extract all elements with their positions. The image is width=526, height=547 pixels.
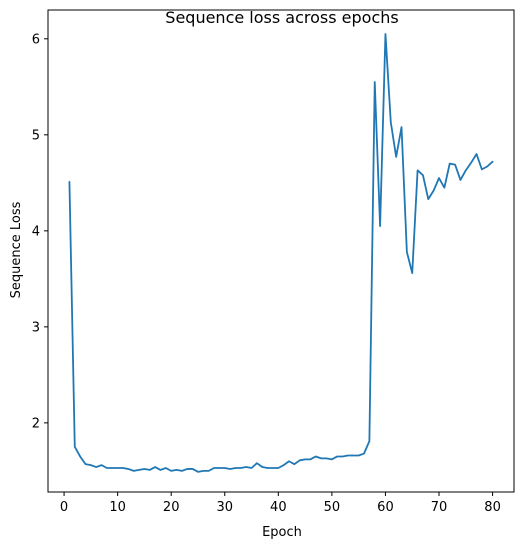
x-tick-label: 0 — [60, 500, 68, 515]
y-tick-label: 3 — [32, 320, 40, 335]
chart-title: Sequence loss across epochs — [165, 8, 398, 27]
y-axis-ticks: 2 3 4 5 6 — [32, 32, 48, 431]
y-tick-label: 6 — [32, 32, 40, 47]
plot-frame — [47, 9, 515, 493]
y-tick-label: 5 — [32, 128, 40, 143]
x-tick-label: 80 — [484, 500, 501, 515]
x-tick-label: 60 — [377, 500, 394, 515]
y-tick-label: 4 — [32, 224, 40, 239]
x-tick-label: 50 — [324, 500, 341, 515]
plot-layer — [68, 33, 494, 473]
x-tick-label: 20 — [163, 500, 180, 515]
x-tick-label: 70 — [431, 500, 448, 515]
y-axis-label: Sequence Loss — [9, 201, 24, 298]
y-tick-label: 2 — [32, 416, 40, 431]
x-tick-label: 10 — [109, 500, 126, 515]
x-axis-ticks: 0 10 20 30 40 50 60 70 80 — [60, 492, 501, 515]
x-tick-label: 40 — [270, 500, 287, 515]
sequence-loss-line — [68, 33, 494, 473]
x-tick-label: 30 — [216, 500, 233, 515]
x-axis-label: Epoch — [262, 525, 302, 540]
